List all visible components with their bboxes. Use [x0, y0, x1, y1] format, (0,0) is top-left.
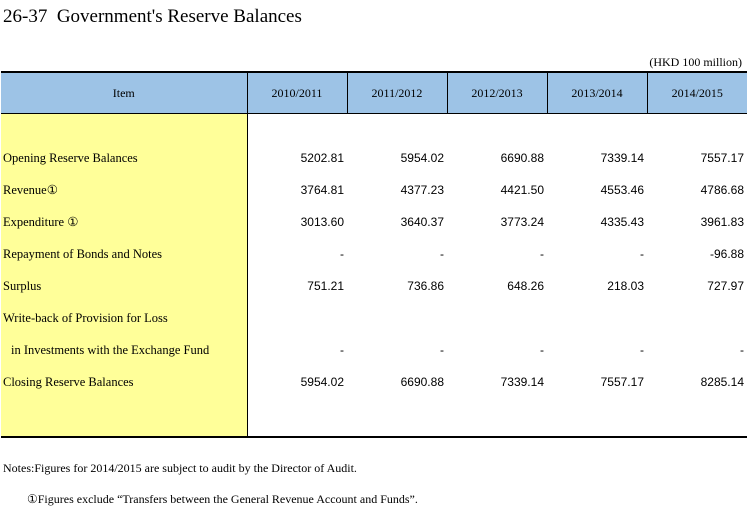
row-label: Expenditure ① — [1, 206, 248, 238]
table-header-row: Item 2010/2011 2011/2012 2012/2013 2013/… — [1, 71, 747, 114]
table-row: Repayment of Bonds and Notes - - - - -96… — [1, 238, 747, 270]
cell-value: 7557.17 — [700, 151, 744, 165]
table-spacer-row — [1, 398, 747, 438]
cell-value: 5954.02 — [300, 375, 344, 389]
cell-value — [647, 302, 747, 334]
cell-value: - — [640, 247, 644, 261]
cell-value: 3764.81 — [300, 183, 344, 197]
table-row: Closing Reserve Balances 5954.02 6690.88… — [1, 366, 747, 398]
cell-value: 3961.83 — [700, 215, 744, 229]
cell-value: 736.86 — [407, 279, 444, 293]
table-row: Surplus 751.21 736.86 648.26 218.03 727.… — [1, 270, 747, 302]
reserve-balances-table: Item 2010/2011 2011/2012 2012/2013 2013/… — [1, 71, 747, 438]
cell-value: - — [540, 247, 544, 261]
cell-value: 5954.02 — [400, 151, 444, 165]
cell-value: - — [340, 343, 344, 357]
table-row: Opening Reserve Balances 5202.81 5954.02… — [1, 142, 747, 174]
unit-label: (HKD 100 million) — [649, 55, 742, 69]
table-row: in Investments with the Exchange Fund - … — [1, 334, 747, 366]
row-label: Opening Reserve Balances — [1, 142, 248, 174]
cell-value: 3013.60 — [300, 215, 344, 229]
cell-value — [547, 302, 647, 334]
cell-value: - — [640, 343, 644, 357]
cell-value: 4553.46 — [600, 183, 644, 197]
table-row: Write-back of Provision for Loss — [1, 302, 747, 334]
row-label: Surplus — [1, 270, 248, 302]
cell-value: 6690.88 — [400, 375, 444, 389]
cell-value: 7339.14 — [500, 375, 544, 389]
table-spacer-row — [1, 113, 747, 142]
page-title: 26-37 Government's Reserve Balances — [3, 6, 302, 27]
cell-value: - — [740, 343, 744, 357]
cell-value: 6690.88 — [500, 151, 544, 165]
row-label: Revenue① — [1, 174, 248, 206]
row-label: Closing Reserve Balances — [1, 366, 248, 398]
cell-value: 7557.17 — [600, 375, 644, 389]
cell-value: 218.03 — [607, 279, 644, 293]
cell-value: 7339.14 — [600, 151, 644, 165]
cell-value: 4335.43 — [600, 215, 644, 229]
header-year: 2011/2012 — [346, 71, 447, 114]
footnote: ①Figures exclude “Transfers between the … — [27, 492, 418, 506]
cell-value: 751.21 — [307, 279, 344, 293]
cell-value: - — [340, 247, 344, 261]
cell-value: 8285.14 — [700, 375, 744, 389]
header-year: 2014/2015 — [646, 71, 747, 114]
cell-value: 5202.81 — [300, 151, 344, 165]
header-year: 2012/2013 — [446, 71, 547, 114]
cell-value: 3773.24 — [500, 215, 544, 229]
cell-value: -96.88 — [709, 247, 744, 261]
cell-value: - — [440, 247, 444, 261]
cell-value — [247, 302, 347, 334]
header-item: Item — [1, 71, 247, 114]
cell-value: 727.97 — [707, 279, 744, 293]
cell-value: 4377.23 — [400, 183, 444, 197]
cell-value — [347, 302, 447, 334]
audit-note: Notes:Figures for 2014/2015 are subject … — [3, 461, 357, 475]
cell-value: 4786.68 — [700, 183, 744, 197]
cell-value: 3640.37 — [400, 215, 444, 229]
table-row: Expenditure ① 3013.60 3640.37 3773.24 43… — [1, 206, 747, 238]
cell-value: - — [540, 343, 544, 357]
row-label: Write-back of Provision for Loss — [1, 302, 248, 334]
header-year: 2013/2014 — [546, 71, 647, 114]
table-row: Revenue① 3764.81 4377.23 4421.50 4553.46… — [1, 174, 747, 206]
row-label: in Investments with the Exchange Fund — [1, 334, 248, 366]
cell-value: 4421.50 — [500, 183, 544, 197]
cell-value: 648.26 — [507, 279, 544, 293]
cell-value — [447, 302, 547, 334]
cell-value: - — [440, 343, 444, 357]
header-year: 2010/2011 — [246, 71, 347, 114]
row-label: Repayment of Bonds and Notes — [1, 238, 248, 270]
